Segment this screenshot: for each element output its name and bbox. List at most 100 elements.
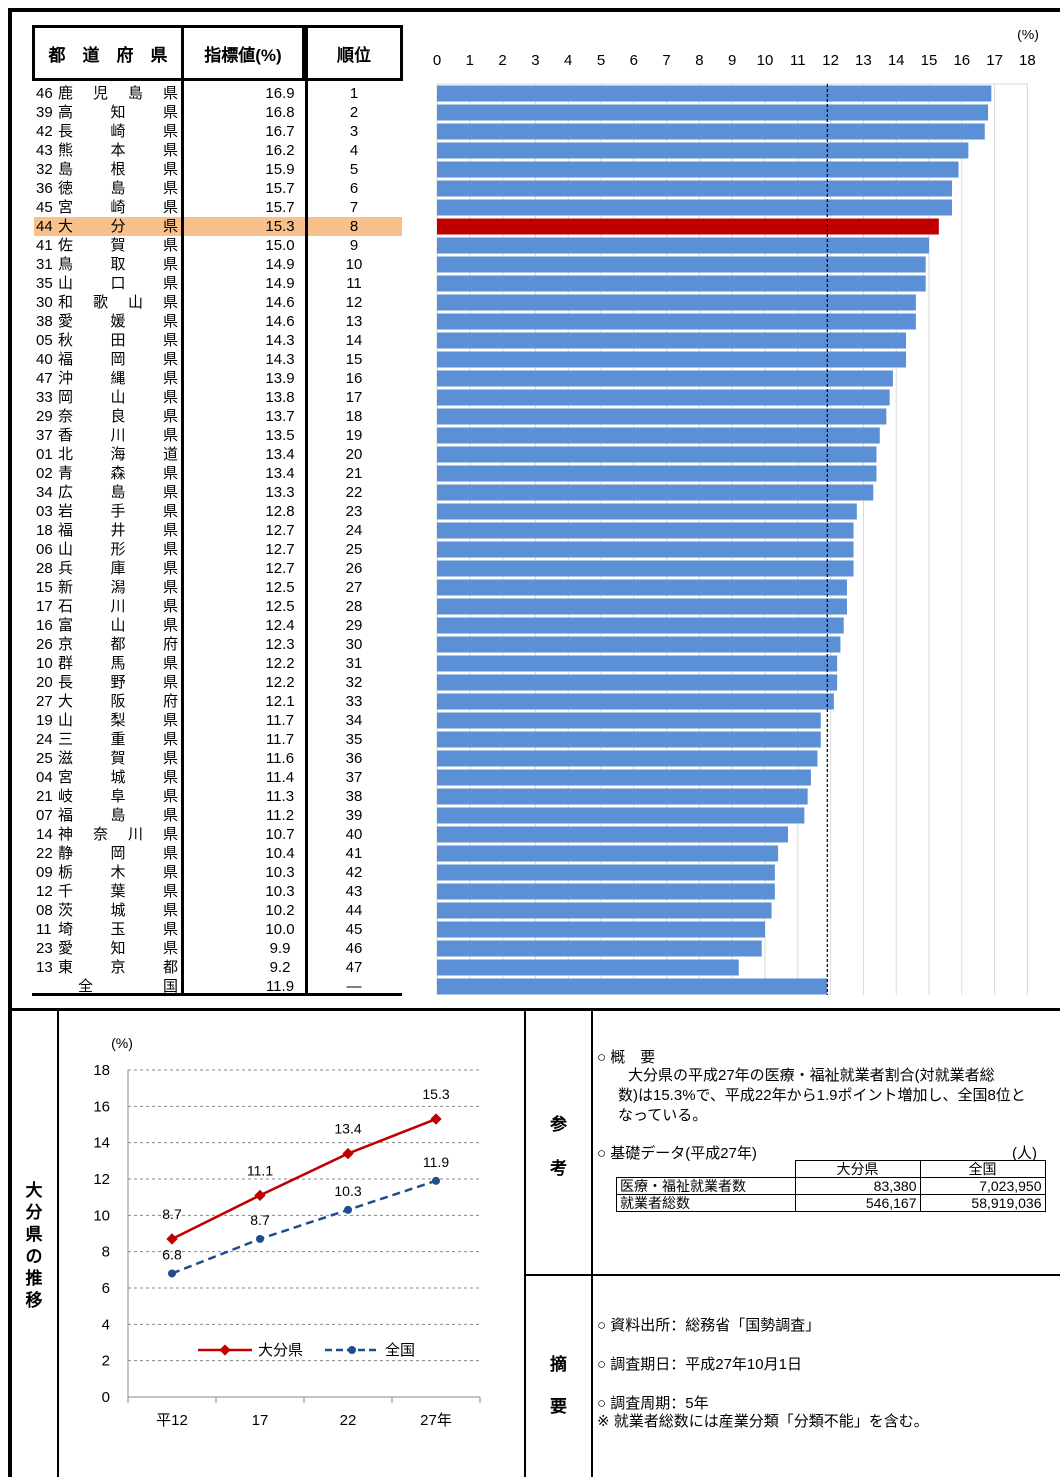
bar: [437, 636, 841, 653]
y-tick-label: 14: [93, 1135, 110, 1152]
indicator-value: 10.0: [265, 921, 295, 938]
prefecture-name: 京都府: [58, 636, 178, 653]
rank: 29: [345, 617, 363, 634]
indicator-value: 13.3: [265, 484, 295, 501]
indicator-value: 16.9: [265, 85, 295, 102]
bar: [437, 123, 985, 140]
prefecture-name: 宮崎県: [58, 199, 178, 216]
indicator-value: 13.5: [265, 427, 295, 444]
data-point: [344, 1205, 352, 1214]
section-divider: [8, 1008, 1060, 1011]
indicator-value: 11.4: [265, 769, 295, 786]
prefecture-name: 茨城県: [58, 902, 178, 919]
y-tick-label: 0: [102, 1389, 110, 1406]
indicator-value: 11.7: [265, 712, 295, 729]
rank: 34: [345, 712, 363, 729]
y-tick-label: 4: [102, 1316, 110, 1333]
side-label-char: の: [25, 1247, 43, 1266]
x-tick-label: 1: [466, 52, 474, 69]
rank: 31: [345, 655, 363, 672]
rank: ―: [346, 978, 362, 995]
prefecture-name: 山形県: [58, 541, 178, 558]
indicator-value: 12.7: [265, 560, 295, 577]
bar: [437, 256, 926, 273]
data-label: 8.7: [162, 1206, 182, 1222]
indicator-value: 13.8: [265, 389, 295, 406]
bar: [437, 826, 788, 843]
rank: 17: [345, 389, 363, 406]
x-tick-label: 8: [695, 52, 703, 69]
table-row: 医療・福祉就業者数 83,380 7,023,950: [616, 1177, 1046, 1195]
table-cell: [617, 1161, 796, 1178]
rank: 18: [345, 408, 363, 425]
table-row: 22 静岡県 10.4 41: [34, 844, 402, 863]
x-tick-label: 14: [888, 52, 905, 69]
rank: 36: [345, 750, 363, 767]
indicator-value: 14.6: [265, 294, 295, 311]
table-cell: 7,023,950: [919, 1177, 1046, 1195]
table-row: 20 長野県 12.2 32: [34, 673, 402, 692]
prefecture-code: 37: [36, 427, 53, 444]
prefecture-name: 全国: [78, 978, 178, 995]
indicator-value: 12.3: [265, 636, 295, 653]
prefecture-name: 大阪府: [58, 693, 178, 710]
indicator-value: 15.3: [265, 218, 295, 235]
bar: [437, 883, 775, 900]
summary-note: ※ 就業者総数には産業分類「分類不能」を含む。: [597, 1413, 929, 1430]
rank: 13: [345, 313, 363, 330]
rank: 47: [345, 959, 363, 976]
prefecture-name: 佐賀県: [58, 237, 178, 254]
bar: [437, 484, 874, 501]
rank: 42: [345, 864, 363, 881]
rank: 1: [349, 85, 359, 102]
table-row: 就業者総数 546,167 58,919,036: [616, 1194, 1046, 1212]
data-point: [342, 1147, 354, 1160]
legend-label: 大分県: [258, 1342, 303, 1359]
bar: [437, 978, 828, 995]
bar: [437, 237, 929, 254]
indicator-value: 13.9: [265, 370, 295, 387]
indicator-value: 15.7: [265, 180, 295, 197]
y-tick-label: 12: [93, 1171, 110, 1188]
side-label-char: 推: [25, 1269, 43, 1288]
indicator-value: 14.6: [265, 313, 295, 330]
data-label: 8.7: [250, 1212, 270, 1228]
column-divider: [57, 1010, 59, 1477]
indicator-value: 12.5: [265, 579, 295, 596]
prefecture-code: 10: [36, 655, 53, 672]
table-row: 26 京都府 12.3 30: [34, 635, 402, 654]
x-tick-label: 4: [564, 52, 572, 69]
prefecture-name: 鳥取県: [58, 256, 178, 273]
basic-data-unit: (人): [1012, 1145, 1037, 1162]
bar: [437, 579, 847, 596]
bar: [437, 864, 775, 881]
prefecture-code: 07: [36, 807, 53, 824]
x-tick-label: 13: [855, 52, 872, 69]
bar: [437, 617, 844, 634]
table-row: 40 福岡県 14.3 15: [34, 350, 402, 369]
data-label: 6.8: [162, 1246, 182, 1262]
rank: 28: [345, 598, 363, 615]
y-tick-label: 2: [102, 1353, 110, 1370]
prefecture-code: 30: [36, 294, 53, 311]
indicator-value: 16.7: [265, 123, 295, 140]
prefecture-name: 北海道: [58, 446, 178, 463]
table-row: 36 徳島県 15.7 6: [34, 179, 402, 198]
indicator-value: 16.8: [265, 104, 295, 121]
rank: 45: [345, 921, 363, 938]
table-row: 15 新潟県 12.5 27: [34, 578, 402, 597]
prefecture-name: 栃木県: [58, 864, 178, 881]
prefecture-code: 28: [36, 560, 53, 577]
table-row: 35 山口県 14.9 11: [34, 274, 402, 293]
indicator-value: 12.7: [265, 541, 295, 558]
table-cell: 58,919,036: [919, 1194, 1046, 1212]
column-divider: [524, 1010, 526, 1477]
bar: [437, 503, 857, 520]
bar: [437, 560, 854, 577]
indicator-value: 11.6: [265, 750, 295, 767]
indicator-value: 12.7: [265, 522, 295, 539]
rank: 14: [345, 332, 363, 349]
prefecture-name: 神奈川県: [58, 826, 178, 843]
prefecture-code: 24: [36, 731, 53, 748]
prefecture-code: 20: [36, 674, 53, 691]
